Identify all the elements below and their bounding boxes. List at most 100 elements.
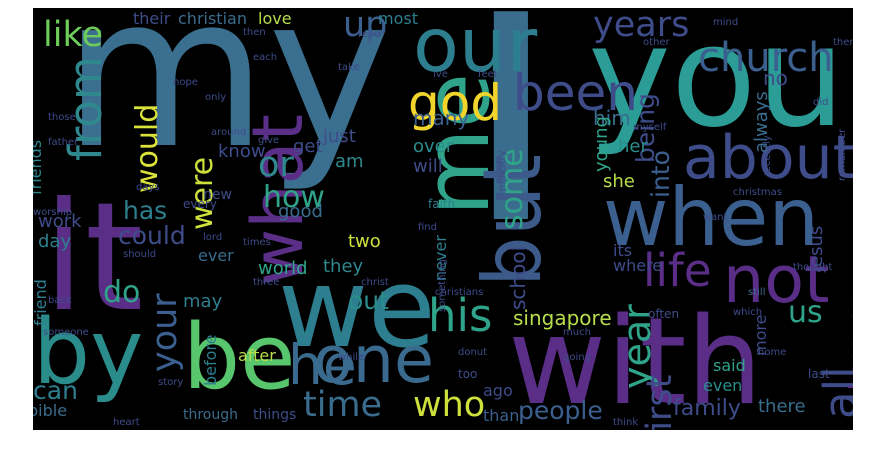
cloud-word: which: [733, 307, 763, 318]
cloud-word: because: [846, 298, 853, 391]
cloud-word: want: [703, 212, 728, 223]
cloud-word: i: [458, 8, 564, 309]
cloud-word: than: [483, 406, 520, 425]
cloud-word: we: [278, 244, 436, 372]
cloud-word: she: [603, 171, 635, 192]
cloud-word: christ: [361, 277, 389, 288]
cloud-word: christian: [178, 9, 247, 28]
cloud-word: before: [201, 334, 220, 386]
cloud-word: while: [338, 352, 365, 363]
cloud-word: how: [263, 180, 325, 215]
cloud-word: years: [593, 8, 690, 45]
cloud-word: over: [413, 136, 454, 157]
cloud-word: did: [813, 97, 829, 108]
cloud-word: he: [288, 333, 357, 397]
cloud-word: myself: [633, 122, 667, 133]
cloud-word: just: [323, 126, 356, 147]
cloud-word: or: [258, 145, 294, 185]
cloud-word: us: [788, 295, 823, 330]
cloud-word: even: [703, 376, 743, 395]
cloud-word: may: [183, 291, 223, 312]
cloud-word: donut: [458, 347, 488, 358]
cloud-word: father: [48, 137, 79, 148]
cloud-word: good: [278, 201, 323, 222]
cloud-word: ministry: [497, 150, 508, 191]
cloud-word: they: [323, 256, 364, 277]
cloud-word: love: [258, 9, 292, 28]
cloud-word: most: [378, 9, 418, 28]
cloud-word: many: [413, 106, 470, 130]
cloud-word: heart: [113, 417, 140, 428]
cloud-word: read: [358, 29, 381, 40]
cloud-word: up: [343, 8, 388, 45]
cloud-word: am: [335, 151, 364, 172]
cloud-word: back: [48, 295, 72, 306]
cloud-word: with: [508, 293, 763, 430]
cloud-word: would: [130, 103, 165, 193]
cloud-word: much: [563, 327, 591, 338]
cloud-word: find: [418, 222, 437, 233]
cloud-word: him: [593, 106, 631, 130]
cloud-word: about: [683, 123, 853, 193]
cloud-word: young: [591, 116, 612, 172]
cloud-word: our: [413, 8, 538, 89]
cloud-word: work: [38, 211, 82, 232]
cloud-word: day: [38, 231, 72, 252]
cloud-word: think: [613, 417, 639, 428]
cloud-word: one: [313, 323, 434, 398]
cloud-word: mind: [713, 17, 739, 28]
cloud-word: if: [513, 106, 526, 130]
cloud-word: its: [613, 241, 633, 260]
cloud-word: still: [748, 287, 766, 298]
cloud-word: every: [183, 197, 217, 211]
cloud-word: two: [348, 231, 381, 252]
cloud-word: know: [218, 141, 266, 162]
cloud-word: should: [123, 249, 157, 260]
cloud-word: someone: [43, 327, 89, 338]
cloud-word: been: [513, 64, 638, 122]
cloud-word: world: [258, 258, 308, 279]
cloud-word: not: [723, 243, 830, 318]
cloud-word: you: [588, 8, 846, 159]
cloud-word: do: [103, 275, 141, 310]
cloud-word: church: [698, 35, 834, 81]
cloud-word: be: [183, 305, 296, 410]
cloud-word: other: [643, 37, 670, 48]
cloud-word: has: [123, 196, 168, 225]
cloud-word: give: [258, 135, 280, 146]
cloud-word: three: [253, 277, 280, 288]
cloud-word: out: [348, 286, 389, 315]
cloud-word: nope: [173, 77, 198, 88]
cloud-word: days: [136, 182, 160, 193]
cloud-word: life: [643, 244, 712, 297]
cloud-word: going: [563, 352, 591, 363]
cloud-word: ever: [198, 246, 234, 265]
cloud-word: story: [158, 377, 184, 388]
cloud-word: worship: [33, 207, 73, 218]
cloud-word: take: [338, 62, 360, 73]
cloud-word: will: [413, 156, 443, 177]
word-cloud: my i you it we with me be by when our but not about on…: [33, 8, 853, 430]
cloud-word: times: [243, 237, 271, 248]
cloud-word: your: [145, 293, 185, 372]
cloud-word: too: [458, 367, 478, 381]
cloud-word: each: [253, 52, 278, 63]
cloud-word: can: [33, 376, 78, 405]
cloud-word: their: [133, 9, 171, 28]
cloud-word: like: [43, 15, 104, 55]
cloud-word: after: [238, 346, 276, 365]
cloud-word: friends: [33, 140, 45, 196]
cloud-word: my: [63, 8, 392, 195]
cloud-word: by: [33, 300, 144, 405]
cloud-word: school: [506, 245, 530, 310]
cloud-word: there: [758, 396, 806, 417]
cloud-word: through: [183, 407, 239, 423]
cloud-word: time: [303, 385, 383, 425]
cloud-word: remember: [837, 128, 848, 181]
cloud-word: where: [613, 256, 663, 275]
cloud-word: get: [293, 136, 323, 157]
cloud-word: recently: [762, 135, 773, 176]
cloud-word: thought: [793, 262, 833, 273]
cloud-word: god: [408, 74, 503, 132]
cloud-word: when: [603, 171, 820, 264]
